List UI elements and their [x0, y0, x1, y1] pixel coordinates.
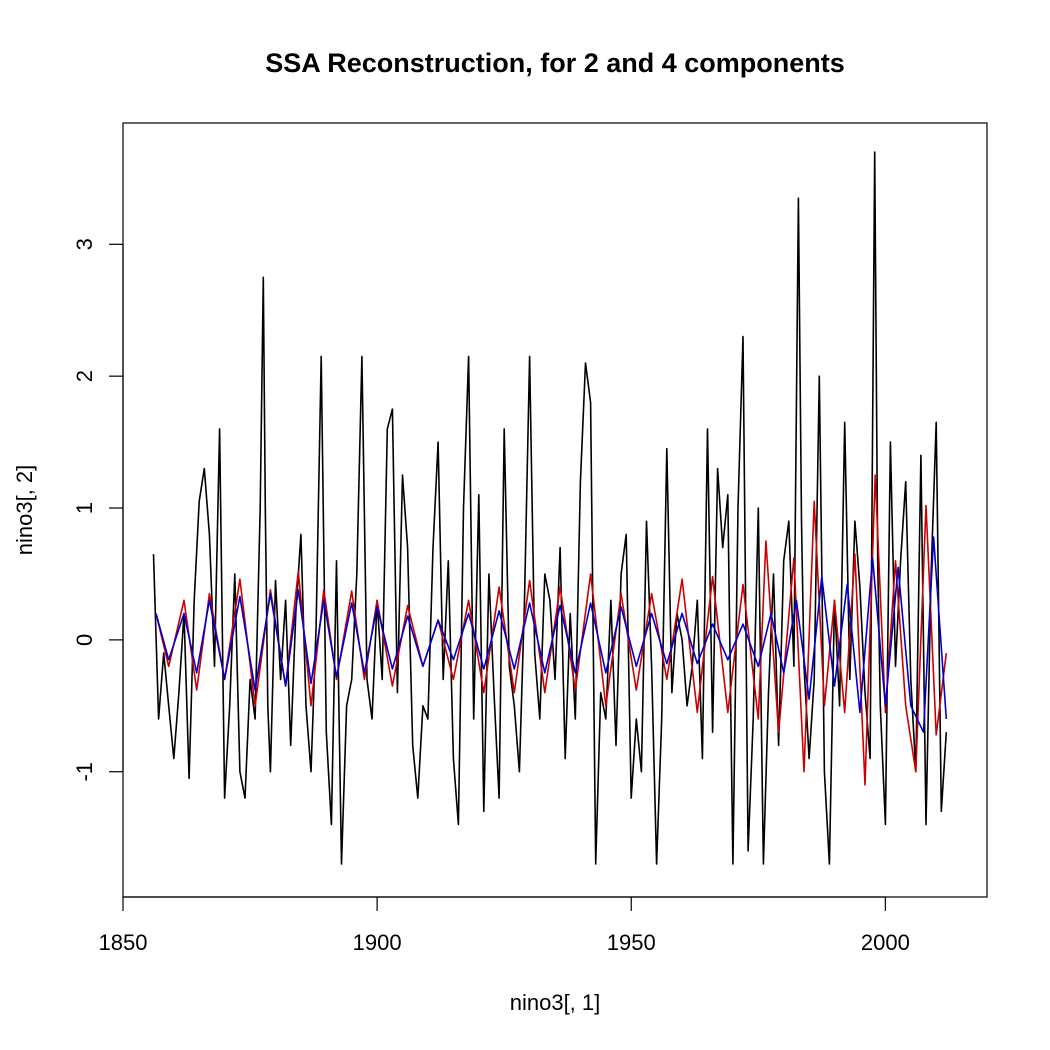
y-tick-label: 2 — [72, 370, 97, 382]
y-tick-label: -1 — [72, 762, 97, 782]
x-tick-label: 1950 — [607, 930, 656, 955]
x-axis-label: nino3[, 1] — [510, 990, 601, 1015]
y-axis: -1 0 1 2 3 — [72, 238, 124, 782]
x-tick-label: 1900 — [353, 930, 402, 955]
chart-title: SSA Reconstruction, for 2 and 4 componen… — [265, 48, 845, 78]
series-line-3 — [155, 536, 948, 733]
y-tick-label: 3 — [72, 238, 97, 250]
plot-frame — [122, 122, 988, 898]
x-axis: 1850 1900 1950 2000 — [99, 896, 910, 955]
series-layer — [152, 151, 948, 865]
y-axis-label: nino3[, 2] — [12, 465, 37, 556]
y-tick-label: 0 — [72, 634, 97, 646]
series-line-2 — [155, 474, 948, 786]
series-line-1 — [152, 151, 948, 865]
x-tick-label: 2000 — [861, 930, 910, 955]
y-tick-label: 1 — [72, 502, 97, 514]
x-tick-label: 1850 — [99, 930, 148, 955]
